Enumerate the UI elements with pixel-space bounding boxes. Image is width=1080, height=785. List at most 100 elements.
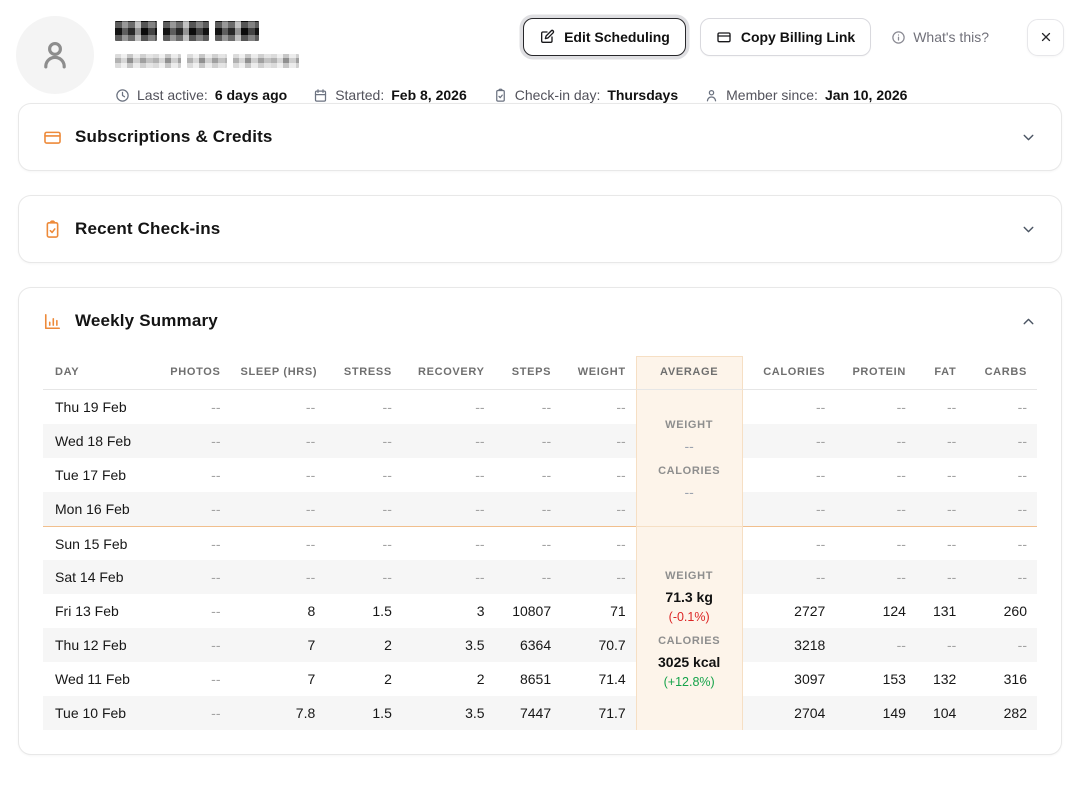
table-cell-stress: -- bbox=[325, 492, 402, 526]
table-cell-sleep: 7 bbox=[230, 628, 326, 662]
table-cell-protein: -- bbox=[835, 424, 916, 458]
weekly-summary-header[interactable]: Weekly Summary bbox=[19, 288, 1061, 354]
table-cell-calories: -- bbox=[742, 492, 836, 526]
col-header-weight: WEIGHT bbox=[561, 356, 636, 390]
table-cell-stress: -- bbox=[325, 526, 402, 560]
table-cell-photos: -- bbox=[155, 560, 231, 594]
table-cell-sleep: -- bbox=[305, 467, 316, 483]
table-cell-sleep: 8 bbox=[307, 603, 316, 619]
table-row: Mon 16 Feb -- -- -- -- -- -- -- -- -- -- bbox=[43, 492, 1037, 526]
average-calories-change: (+12.8%) bbox=[663, 675, 715, 689]
meta-value: Thursdays bbox=[607, 87, 679, 103]
table-cell-weight: -- bbox=[561, 492, 636, 526]
table-cell-weight: -- bbox=[616, 467, 626, 483]
average-cell: WEIGHT -- CALORIES -- bbox=[635, 390, 743, 526]
table-cell-day: Tue 17 Feb bbox=[55, 467, 127, 483]
col-header-protein: PROTEIN bbox=[835, 356, 916, 390]
table-cell-recovery: 3.5 bbox=[401, 628, 495, 662]
col-header-calories: CALORIES bbox=[742, 356, 836, 390]
table-cell-carbs: -- bbox=[966, 492, 1037, 526]
table-cell-photos: -- bbox=[155, 424, 231, 458]
table-cell-calories: 3218 bbox=[742, 628, 836, 662]
col-header-photos: PHOTOS bbox=[155, 356, 231, 390]
table-row: Thu 12 Feb -- 7 2 3.5 6364 70.7 3218 -- -- -- bbox=[43, 628, 1037, 662]
table-cell-recovery: -- bbox=[401, 560, 495, 594]
table-cell-day: Sun 15 Feb bbox=[43, 526, 156, 560]
col-header-stress: STRESS bbox=[325, 356, 402, 390]
person-icon bbox=[706, 89, 717, 101]
table-cell-carbs: -- bbox=[1017, 467, 1027, 483]
table-cell-day: Wed 11 Feb bbox=[55, 671, 130, 687]
table-cell-protein: 149 bbox=[835, 696, 916, 730]
table-cell-calories: -- bbox=[815, 467, 826, 483]
table-cell-steps: -- bbox=[494, 526, 562, 560]
table-cell-stress: 2 bbox=[325, 628, 402, 662]
table-cell-photos: -- bbox=[155, 492, 231, 526]
table-row: Sat 14 Feb -- -- -- -- -- -- -- -- -- -- bbox=[43, 560, 1037, 594]
table-cell-photos: -- bbox=[155, 628, 231, 662]
table-cell-weight: 70.7 bbox=[561, 628, 636, 662]
table-cell-carbs: -- bbox=[966, 628, 1037, 662]
subscriptions-credits-card: Subscriptions & Credits bbox=[18, 103, 1062, 171]
chevron-up-icon[interactable] bbox=[1020, 313, 1037, 330]
average-calories-label: CALORIES bbox=[658, 635, 721, 647]
col-header-steps: STEPS bbox=[494, 356, 562, 390]
col-header-recovery: RECOVERY bbox=[401, 356, 495, 390]
table-cell-calories: -- bbox=[742, 526, 836, 560]
table-cell-weight: 71.7 bbox=[561, 696, 636, 730]
table-cell-calories: 2727 bbox=[794, 603, 826, 619]
chevron-down-icon[interactable] bbox=[1020, 221, 1037, 238]
table-row: Tue 17 Feb -- -- -- -- -- -- -- -- -- -- bbox=[43, 458, 1037, 492]
recent-checkins-header[interactable]: Recent Check-ins bbox=[19, 196, 1061, 262]
copy-billing-link-button[interactable]: Copy Billing Link bbox=[699, 18, 872, 56]
table-cell-steps: 6364 bbox=[494, 628, 562, 662]
table-cell-protein: 153 bbox=[882, 671, 906, 687]
table-cell-carbs: -- bbox=[966, 526, 1037, 560]
table-cell-day: Wed 18 Feb bbox=[43, 424, 156, 458]
average-calories-value: -- bbox=[684, 483, 694, 500]
average-calories-value: 3025 kcal bbox=[658, 654, 721, 670]
chevron-down-icon[interactable] bbox=[1020, 129, 1037, 146]
info-icon bbox=[892, 30, 905, 44]
close-button[interactable] bbox=[1027, 18, 1064, 56]
table-cell-fat: -- bbox=[915, 424, 967, 458]
table-cell-protein: -- bbox=[835, 526, 916, 560]
table-cell-photos: -- bbox=[211, 399, 221, 415]
redacted-client-email bbox=[115, 41, 907, 68]
edit-scheduling-label: Edit Scheduling bbox=[564, 29, 670, 45]
table-cell-carbs: 316 bbox=[1003, 671, 1027, 687]
table-cell-day: Thu 12 Feb bbox=[43, 628, 156, 662]
table-cell-fat: -- bbox=[915, 526, 967, 560]
table-cell-sleep: -- bbox=[230, 492, 326, 526]
table-cell-recovery: -- bbox=[475, 399, 485, 415]
table-cell-recovery: 3 bbox=[476, 603, 485, 619]
table-cell-weight: -- bbox=[561, 560, 636, 594]
whats-this-link[interactable]: What's this? bbox=[891, 29, 989, 45]
table-cell-stress: -- bbox=[325, 424, 402, 458]
table-cell-day: Thu 19 Feb bbox=[55, 399, 127, 415]
edit-scheduling-button[interactable]: Edit Scheduling bbox=[523, 18, 686, 56]
recent-checkins-card: Recent Check-ins bbox=[18, 195, 1062, 263]
table-cell-day: Fri 13 Feb bbox=[55, 603, 119, 619]
table-cell-stress: -- bbox=[325, 560, 402, 594]
weekly-table-body: Thu 19 Feb -- -- -- -- -- -- WEIGHT -- CALORIES --… bbox=[43, 390, 1037, 730]
meta-label: Member since: bbox=[726, 87, 818, 103]
subscriptions-credits-header[interactable]: Subscriptions & Credits bbox=[19, 104, 1061, 170]
copy-billing-link-label: Copy Billing Link bbox=[740, 29, 856, 45]
table-cell-calories: -- bbox=[742, 424, 836, 458]
credit-card-icon bbox=[717, 32, 731, 43]
table-row: Wed 11 Feb -- 7 2 2 8651 71.4 3097 153 132 316 bbox=[43, 662, 1037, 696]
col-header-sleep: SLEEP (HRS) bbox=[230, 356, 326, 390]
table-row: Thu 19 Feb -- -- -- -- -- -- WEIGHT -- CALORIES --… bbox=[43, 390, 1037, 526]
clock-icon bbox=[116, 88, 129, 102]
table-header-row: DAY PHOTOS SLEEP (HRS) STRESS RECOVERY S… bbox=[43, 356, 1037, 390]
table-cell-fat: -- bbox=[915, 560, 967, 594]
table-cell-day: Mon 16 Feb bbox=[43, 492, 156, 526]
card-title: Subscriptions & Credits bbox=[75, 127, 273, 146]
col-header-fat: FAT bbox=[915, 356, 967, 390]
table-row: Wed 18 Feb -- -- -- -- -- -- -- -- -- -- bbox=[43, 424, 1037, 458]
table-row: Tue 10 Feb -- 7.8 1.5 3.5 7447 71.7 2704 149 104 2… bbox=[43, 696, 1037, 730]
table-cell-weight: -- bbox=[561, 526, 636, 560]
table-cell-steps: -- bbox=[494, 492, 562, 526]
table-cell-recovery: -- bbox=[401, 492, 495, 526]
